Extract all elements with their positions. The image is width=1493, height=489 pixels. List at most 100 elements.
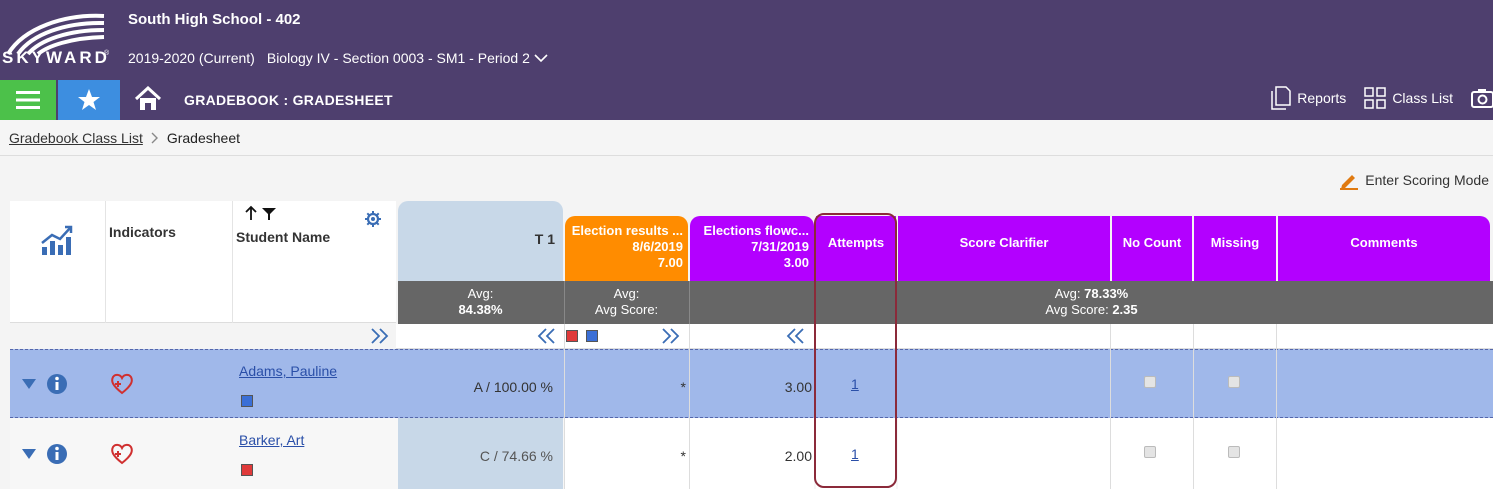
red-color-square (566, 329, 578, 347)
nav-actions: Reports Class List (1271, 86, 1493, 110)
logo-text: SKYWARD (2, 48, 110, 67)
student-name-link[interactable]: Adams, Pauline (239, 363, 338, 379)
divider (689, 324, 690, 489)
divider (232, 201, 233, 323)
assignment-1-header[interactable]: Election results ... 8/6/2019 7.00 (565, 216, 688, 281)
assignment-2-score-cell[interactable]: 2.00 (690, 418, 814, 489)
double-chevron-right-icon[interactable] (661, 327, 681, 345)
assignment-2-score-cell[interactable]: 3.00 (784, 379, 812, 395)
t1-grade-cell[interactable]: A / 100.00 % (473, 379, 553, 395)
student-color-square (241, 463, 253, 481)
comments-header[interactable]: Comments (1278, 216, 1490, 281)
breadcrumb-current: Gradesheet (166, 129, 241, 146)
gear-icon[interactable] (365, 211, 381, 227)
no-count-checkbox[interactable] (1144, 376, 1156, 388)
document-icon (1271, 86, 1292, 110)
attempts-link[interactable]: 1 (851, 446, 859, 462)
class-list-label: Class List (1392, 90, 1453, 106)
double-chevron-left-icon[interactable] (537, 327, 557, 345)
expand-triangle-icon[interactable] (21, 448, 37, 460)
attempts-header[interactable]: Attempts (816, 216, 896, 281)
info-icon[interactable] (46, 443, 68, 465)
blue-color-square (586, 329, 598, 347)
school-name: South High School - 402 (128, 11, 301, 28)
divider (1110, 324, 1111, 489)
group-average: Avg: 78.33% Avg Score: 2.35 (690, 281, 1493, 324)
hamburger-icon (16, 91, 40, 109)
double-chevron-left-icon[interactable] (786, 327, 806, 345)
trademark-mark: ® (104, 50, 110, 57)
class-name: Biology IV - Section 0003 - SM1 - Period… (266, 50, 530, 66)
t1-average: Avg: 84.38% (398, 281, 563, 324)
assignment-1-title: Election results ... (571, 223, 683, 238)
trend-chart-icon[interactable] (40, 223, 74, 257)
pencil-icon (1340, 175, 1359, 190)
student-name-link[interactable]: Barker, Art (239, 432, 305, 448)
reports-button[interactable]: Reports (1271, 86, 1346, 110)
class-selector[interactable]: 2019-2020 (Current) Biology IV - Section… (128, 50, 548, 66)
breadcrumb: Gradebook Class List Gradesheet (0, 120, 1493, 156)
assignment-1-points: 7.00 (657, 255, 683, 270)
student-name-header[interactable]: Student Name (236, 229, 331, 245)
t1-average-value: 84.38% (458, 302, 503, 317)
assignment-1-score-cell[interactable]: * (680, 379, 686, 395)
class-list-button[interactable]: Class List (1364, 87, 1453, 109)
remaining-cells (898, 418, 1493, 489)
average-row: Avg: 84.38% Avg: Avg Score: Avg: 78.33% … (398, 281, 1493, 324)
missing-checkbox[interactable] (1228, 376, 1240, 388)
skyward-logo-icon (6, 13, 105, 56)
expand-triangle-icon[interactable] (21, 378, 37, 390)
missing-checkbox[interactable] (1228, 446, 1240, 458)
nav-bar: GRADEBOOK : GRADESHEET Reports Class Lis… (0, 78, 1493, 120)
t1-grade-cell[interactable]: C / 74.66 % (398, 418, 563, 489)
table-row[interactable]: Adams, Pauline A / 100.00 % * 3.00 1 (10, 349, 1493, 418)
missing-header[interactable]: Missing (1194, 216, 1276, 281)
health-alert-icon[interactable] (110, 373, 134, 395)
indicators-header: Indicators (109, 224, 176, 240)
assignment-1-average-label: Avg: (613, 286, 640, 301)
divider (564, 324, 565, 489)
assignment-2-header[interactable]: Elections flowc... 7/31/2019 3.00 (690, 216, 814, 281)
camera-icon[interactable] (1471, 87, 1493, 109)
assignment-1-date: 8/6/2019 (632, 239, 683, 254)
menu-button[interactable] (0, 80, 56, 120)
favorites-button[interactable] (58, 80, 120, 120)
table-row[interactable]: Barker, Art C / 74.66 % * 2.00 1 (10, 418, 1493, 489)
attempts-highlight-box (814, 213, 897, 488)
double-chevron-right-icon[interactable] (370, 327, 390, 345)
divider (105, 201, 106, 323)
home-icon[interactable] (134, 86, 162, 112)
grid-icon (1364, 87, 1387, 109)
scoring-mode-label: Enter Scoring Mode (1365, 172, 1489, 188)
enter-scoring-mode-button[interactable]: Enter Scoring Mode (1339, 170, 1489, 190)
assignment-2-date: 7/31/2019 (751, 239, 809, 254)
chevron-right-icon (151, 132, 158, 143)
divider (1193, 324, 1194, 489)
health-alert-icon[interactable] (110, 443, 134, 465)
divider (1276, 324, 1277, 489)
no-count-checkbox[interactable] (1144, 446, 1156, 458)
no-count-header[interactable]: No Count (1112, 216, 1192, 281)
assignment-2-title: Elections flowc... (703, 223, 809, 238)
reports-label: Reports (1297, 90, 1347, 106)
breadcrumb-class-list-link[interactable]: Gradebook Class List (9, 129, 143, 146)
sort-filter-icon[interactable] (244, 205, 280, 221)
score-clarifier-header[interactable]: Score Clarifier (898, 216, 1110, 281)
missing-label: Missing (1210, 235, 1260, 250)
assignment-1-average-score-label: Avg Score: (594, 302, 659, 317)
chevron-down-icon[interactable] (534, 53, 548, 63)
t1-average-label: Avg: (467, 286, 494, 301)
info-icon[interactable] (46, 373, 68, 395)
left-nav-cell (10, 324, 396, 349)
top-header: SKYWARD ® South High School - 402 2019-2… (0, 0, 1493, 78)
t1-header[interactable]: T 1 (398, 201, 563, 281)
avg-score-label: Avg Score: (1045, 302, 1113, 317)
assignment-1-score-cell[interactable]: * (564, 418, 689, 489)
attempts-link[interactable]: 1 (851, 376, 859, 392)
divider (689, 281, 690, 324)
score-clarifier-label: Score Clarifier (959, 235, 1049, 250)
comments-label: Comments (1350, 235, 1418, 250)
attempts-cell (816, 418, 896, 489)
divider (564, 281, 565, 324)
